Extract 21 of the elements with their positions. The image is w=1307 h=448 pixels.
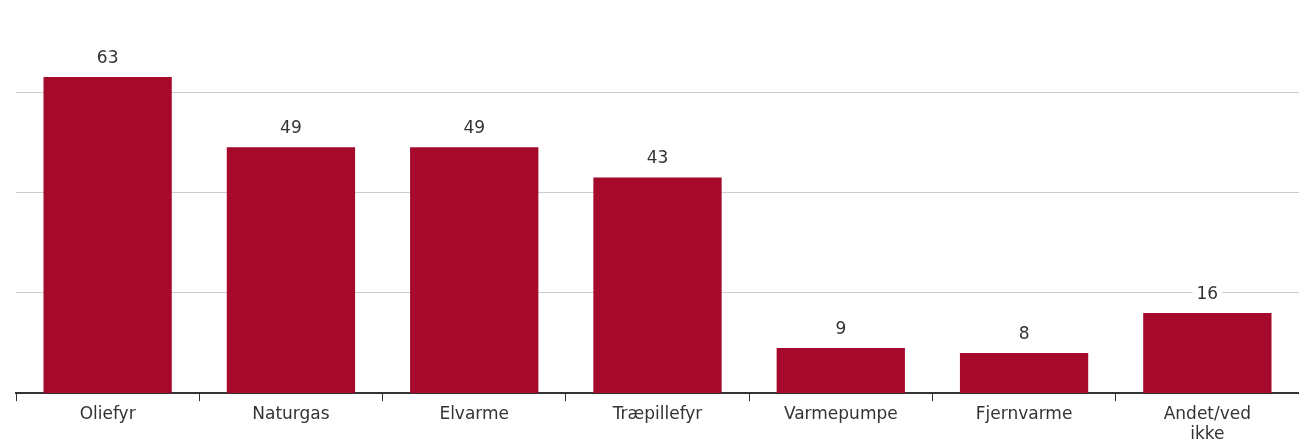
bar — [1143, 312, 1272, 394]
x-tick-label: Elvarme — [439, 402, 510, 423]
data-label: 63 — [96, 47, 119, 68]
bar — [593, 177, 722, 394]
x-tick-label: Varmepumpe — [783, 402, 898, 423]
x-tick-label: Andet/ved ikke — [1163, 402, 1252, 444]
bar — [959, 353, 1089, 394]
x-tick-label: Naturgas — [252, 402, 330, 423]
bar — [776, 348, 905, 394]
bar — [410, 147, 539, 394]
data-label: 49 — [463, 117, 486, 138]
data-label: 9 — [835, 317, 847, 338]
x-tick-label: Oliefyr — [79, 402, 136, 423]
data-label: 43 — [646, 147, 669, 168]
bar — [43, 77, 172, 394]
data-label: 16 — [1196, 282, 1219, 303]
data-label: 49 — [280, 117, 302, 138]
bar — [226, 147, 356, 394]
data-label: 8 — [1018, 322, 1030, 343]
x-tick-label: Fjernvarme — [975, 402, 1073, 423]
x-tick-label: Træpillefyr — [611, 402, 703, 423]
